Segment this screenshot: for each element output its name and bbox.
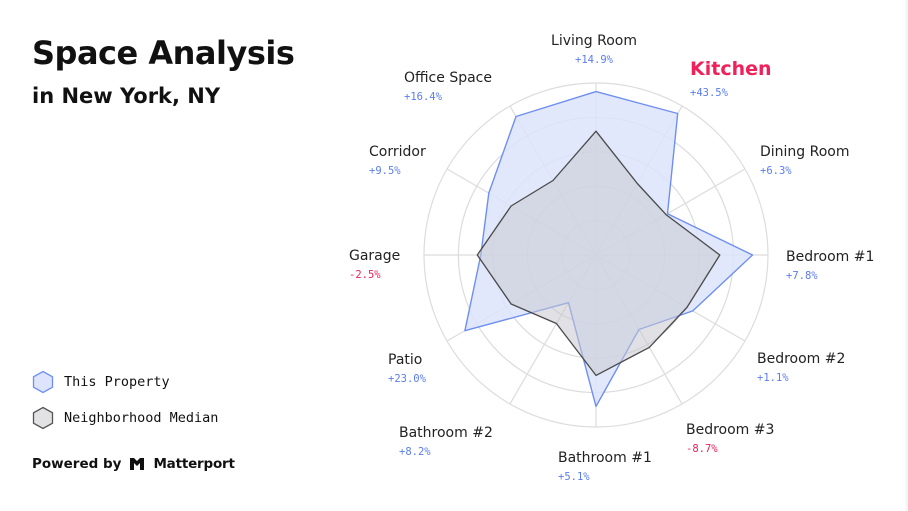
axis-label-patio: Patio xyxy=(388,352,422,368)
legend-item-this-property[interactable]: This Property xyxy=(32,364,218,400)
axis-change-bathroom-2: +8.2% xyxy=(399,446,431,458)
axis-change-office-space: +16.4% xyxy=(404,91,443,103)
axis-change-kitchen: +43.5% xyxy=(690,87,729,99)
axis-label-corridor: Corridor xyxy=(369,144,426,160)
legend: This Property Neighborhood Median xyxy=(32,364,218,436)
card-edge-shadow xyxy=(904,0,908,511)
powered-by-label: Powered by xyxy=(32,456,122,472)
matterport-logo-icon xyxy=(130,458,145,470)
axis-change-bedroom-3: -8.7% xyxy=(686,443,718,455)
matterport-brand: Matterport xyxy=(153,456,235,472)
legend-label-neighborhood-median: Neighborhood Median xyxy=(64,410,219,426)
powered-by: Powered by Matterport xyxy=(32,456,235,472)
axis-label-kitchen: Kitchen xyxy=(690,58,772,80)
axis-change-bedroom-1: +7.8% xyxy=(786,270,818,282)
radar-axis-labels: Living Room +14.9% Kitchen +43.5% Dining Roo… xyxy=(349,33,874,483)
page-subtitle: in New York, NY xyxy=(32,84,221,108)
axis-change-dining-room: +6.3% xyxy=(760,165,792,177)
axis-change-patio: +23.0% xyxy=(388,373,427,385)
axis-label-garage: Garage xyxy=(349,248,400,264)
axis-change-bedroom-2: +1.1% xyxy=(757,372,789,384)
axis-change-corridor: +9.5% xyxy=(369,165,401,177)
axis-label-bathroom-2: Bathroom #2 xyxy=(399,425,493,441)
hexagon-icon xyxy=(32,370,54,394)
axis-change-bathroom-1: +5.1% xyxy=(558,471,590,483)
hexagon-icon xyxy=(32,406,54,430)
legend-label-this-property: This Property xyxy=(64,374,170,390)
series-neighborhood-median xyxy=(476,130,721,377)
axis-change-living-room: +14.9% xyxy=(575,54,614,66)
axis-label-bedroom-3: Bedroom #3 xyxy=(686,422,774,438)
axis-label-office-space: Office Space xyxy=(404,70,492,86)
axis-label-dining-room: Dining Room xyxy=(760,144,850,160)
axis-change-garage: -2.5% xyxy=(349,269,381,281)
legend-item-neighborhood-median[interactable]: Neighborhood Median xyxy=(32,400,218,436)
axis-label-bedroom-2: Bedroom #2 xyxy=(757,351,845,367)
axis-label-bathroom-1: Bathroom #1 xyxy=(558,450,652,466)
axis-label-bedroom-1: Bedroom #1 xyxy=(786,249,874,265)
radar-series xyxy=(464,90,754,408)
page-title: Space Analysis xyxy=(32,34,295,72)
axis-label-living-room: Living Room xyxy=(551,33,637,49)
